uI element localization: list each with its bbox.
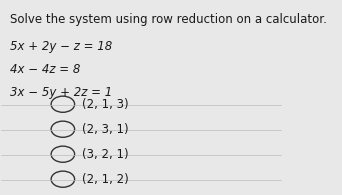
Text: 5x + 2y − z = 18: 5x + 2y − z = 18 [10, 40, 112, 53]
Text: (3, 2, 1): (3, 2, 1) [82, 148, 129, 161]
Text: (2, 3, 1): (2, 3, 1) [82, 123, 129, 136]
Text: 4x − 4z = 8: 4x − 4z = 8 [10, 63, 80, 76]
Text: 3x − 5y + 2z = 1: 3x − 5y + 2z = 1 [10, 86, 112, 99]
Text: (2, 1, 3): (2, 1, 3) [82, 98, 129, 111]
Text: Solve the system using row reduction on a calculator.: Solve the system using row reduction on … [10, 13, 327, 26]
Text: (2, 1, 2): (2, 1, 2) [82, 173, 129, 186]
